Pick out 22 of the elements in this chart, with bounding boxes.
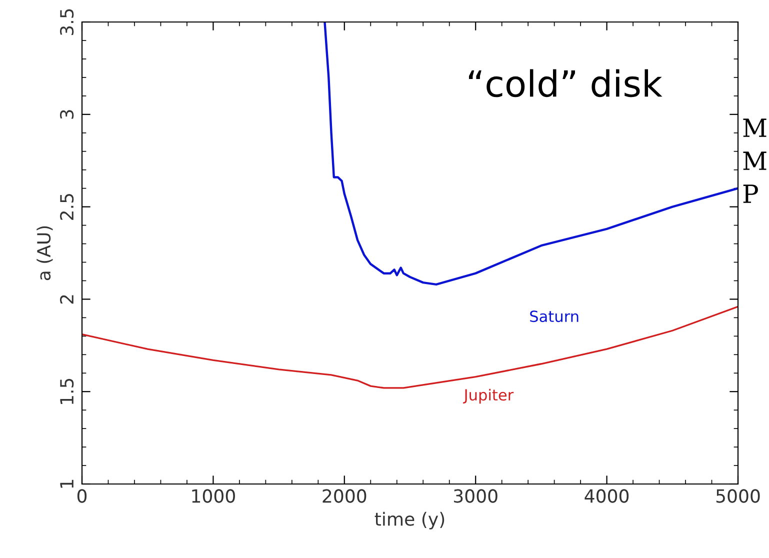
text: P xyxy=(743,184,758,203)
text: M xyxy=(743,152,766,170)
series-label: Jupiter xyxy=(463,388,514,404)
y-tick-label: 3.5 xyxy=(60,9,74,35)
y-axis-title: a (AU) xyxy=(36,226,53,280)
line-series xyxy=(324,22,738,286)
x-tick-label: 2000 xyxy=(322,489,366,503)
x-tick-label: 5000 xyxy=(716,489,760,503)
y-tick-label: 2.5 xyxy=(60,194,74,220)
line-series xyxy=(82,306,738,389)
annotation: “cold” disk xyxy=(468,69,662,98)
x-tick-label: 3000 xyxy=(454,489,498,503)
text: M xyxy=(743,118,766,137)
x-axis-title: time (y) xyxy=(374,512,444,530)
x-tick-label: 0 xyxy=(77,489,87,503)
y-tick-label: 1 xyxy=(60,480,74,488)
x-tick-label: 4000 xyxy=(584,489,629,503)
text: Saturn xyxy=(530,310,578,322)
y-tick-label: 1.5 xyxy=(60,378,74,404)
y-tick-label: 2 xyxy=(60,295,74,304)
x-tick-label: 1000 xyxy=(192,489,235,503)
y-tick-label: 3 xyxy=(60,110,74,119)
